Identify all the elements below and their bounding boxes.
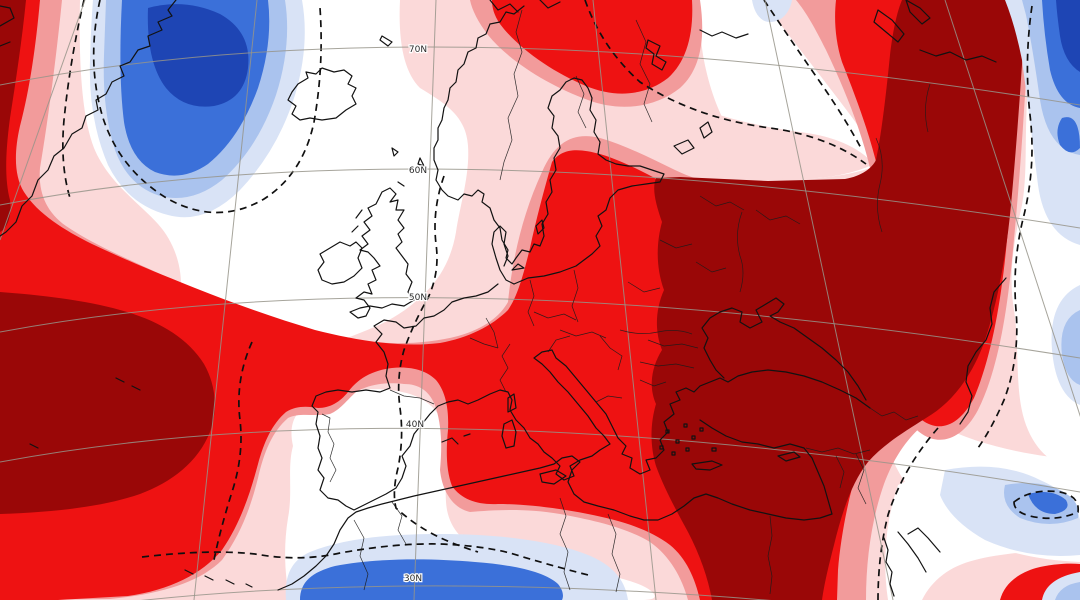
- coast-aegean-islands: [659, 423, 717, 456]
- coast-northsea-france-iberia-med: [311, 283, 871, 511]
- dark-red-east-europe-russia: [651, 0, 1026, 600]
- coast-denmark: [491, 225, 525, 285]
- contour-nw-russia-wedge-south: [584, 0, 867, 165]
- cold-light-bottom-right-corner: [1055, 582, 1080, 600]
- meridian-east-1: [592, 0, 657, 600]
- border-middle-east-caucasus: [805, 407, 919, 505]
- cold-dark-greenland-core: [147, 4, 249, 107]
- coast-novaya-zemlya: [873, 0, 931, 43]
- coast-caspian: [959, 277, 1007, 425]
- coast-greenland-west-bits: [0, 5, 15, 47]
- contour-nw-russia-wedge-north: [763, 0, 863, 151]
- coast-iceland: [287, 67, 357, 121]
- latitude-label-30n: 30N: [404, 574, 422, 584]
- meridian-west-1: [193, 0, 258, 600]
- border-east-europe: [627, 195, 801, 293]
- coast-atlantic-islands: [29, 377, 253, 588]
- coast-white-sea: [645, 39, 667, 71]
- parallel-50n: [0, 297, 1080, 359]
- meridian-central: [413, 0, 437, 600]
- coast-faroes-shetland: [391, 147, 425, 187]
- contour-greenland-gap: [62, 0, 85, 199]
- coastlines: [0, 0, 1007, 597]
- cold-medium-southeast-blob: [1028, 492, 1068, 514]
- coast-balearics: [441, 433, 471, 445]
- coast-turkey-levant-africa: [277, 419, 833, 591]
- coast-scandinavia-baltic: [433, 5, 665, 285]
- rivers: [619, 83, 931, 335]
- border-france-germany-alps: [469, 317, 571, 393]
- coast-greenland-east: [0, 0, 177, 237]
- latitude-label-50n: 50N: [409, 293, 427, 303]
- warm-pale-wedge-band: [636, 84, 874, 180]
- pink-southeast-stripe: [836, 412, 930, 600]
- cold-anomaly-shading: [89, 0, 1080, 600]
- meridian-east-2: [764, 0, 894, 600]
- contour-southeast-blue-ring: [1013, 490, 1080, 520]
- border-central-europe: [527, 269, 607, 339]
- dark-red-greenland: [0, 0, 26, 232]
- border-north-africa: [353, 497, 773, 595]
- coast-hebrides: [351, 209, 363, 233]
- country-borders: [321, 9, 919, 595]
- border-balkans: [595, 335, 699, 403]
- latitude-label-70n: 70N: [409, 45, 427, 55]
- coast-sicily-sardinia-corsica: [501, 393, 567, 485]
- contour-africa-band: [141, 543, 593, 577]
- river-danube: [619, 329, 693, 335]
- border-scandinavia: [499, 9, 653, 181]
- anomaly-contour-lines: [62, 0, 1080, 600]
- contour-southeast-wedge: [877, 427, 939, 600]
- parallel-60n: [0, 168, 1080, 229]
- parallel-40n: [0, 427, 1080, 493]
- latitude-label-60n: 60N: [409, 166, 427, 176]
- coast-pechora-kanin: [699, 29, 997, 63]
- coast-jan-mayen: [379, 35, 393, 47]
- latitude-label-40n: 40N: [406, 420, 424, 430]
- cold-dark-regions: [147, 0, 1080, 107]
- river-volga-don: [737, 83, 931, 293]
- contour-france-iberia-east: [393, 175, 479, 553]
- contour-right-edge-strip: [977, 5, 1033, 449]
- cold-dark-top-right-corner: [1056, 0, 1080, 72]
- coast-great-britain: [349, 187, 415, 319]
- contour-greenland-ring: [92, 0, 322, 214]
- coast-svalbard: [489, 0, 561, 13]
- meridian-west-2: [0, 0, 86, 241]
- coast-gotland: [535, 219, 545, 235]
- coast-ladoga-onega-lakes: [673, 121, 713, 155]
- red-scandinavia-cap: [492, 0, 693, 94]
- contour-iberia-west: [213, 341, 253, 561]
- border-iberia: [321, 389, 435, 483]
- meridian-east-3: [944, 0, 1080, 418]
- coast-nile-red-sea: [883, 527, 941, 597]
- coast-black-sea-north: [701, 297, 867, 401]
- latitude-labels: 70N 60N 50N 40N 30N: [403, 44, 429, 585]
- coast-ireland: [317, 241, 363, 285]
- dark-red-atlantic: [0, 292, 215, 514]
- parallel-30n: [140, 585, 771, 600]
- parallel-70n: [0, 46, 1080, 106]
- coast-crete-cyprus: [691, 451, 801, 471]
